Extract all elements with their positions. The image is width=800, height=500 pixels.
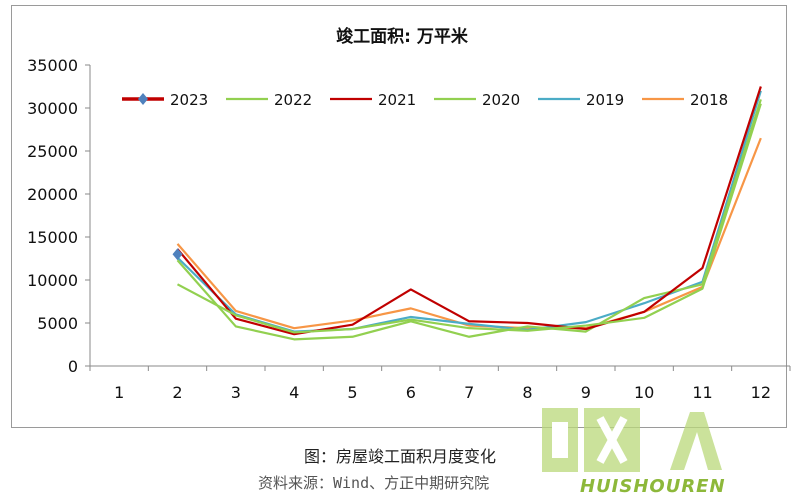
x-tick-label: 9 bbox=[581, 383, 591, 402]
x-tick-label: 5 bbox=[347, 383, 357, 402]
x-tick-label: 8 bbox=[522, 383, 532, 402]
legend-item-2022: 2022 bbox=[226, 91, 312, 109]
chart-frame bbox=[11, 5, 787, 428]
y-tick-label: 20000 bbox=[27, 185, 78, 204]
x-tick-label: 12 bbox=[751, 383, 771, 402]
legend-label: 2021 bbox=[378, 91, 416, 109]
x-tick-label: 7 bbox=[464, 383, 474, 402]
legend-label: 2023 bbox=[170, 91, 208, 109]
legend-label: 2018 bbox=[690, 91, 728, 109]
series-line-2022 bbox=[176, 103, 762, 334]
legend-item-2020: 2020 bbox=[434, 91, 520, 109]
series-line-2018 bbox=[176, 137, 762, 330]
y-tick-label: 35000 bbox=[27, 56, 78, 75]
series-line-2019 bbox=[176, 90, 762, 333]
series-layer bbox=[172, 86, 762, 341]
series-2023 bbox=[172, 248, 183, 261]
legend-marker bbox=[138, 93, 148, 105]
legend-label: 2020 bbox=[482, 91, 520, 109]
data-point-2023 bbox=[172, 248, 183, 261]
series-2019 bbox=[176, 90, 762, 333]
y-tick-label: 25000 bbox=[27, 142, 78, 161]
watermark-logo bbox=[542, 408, 722, 472]
legend-label: 2019 bbox=[586, 91, 624, 109]
legend-item-2018: 2018 bbox=[642, 91, 728, 109]
legend: 2023 2022 2021 2020 2019 2018 bbox=[122, 91, 728, 109]
series-2022 bbox=[176, 103, 762, 334]
x-tick-label: 10 bbox=[634, 383, 654, 402]
x-tick-label: 1 bbox=[114, 383, 124, 402]
series-line-2020 bbox=[176, 99, 762, 341]
legend-label: 2022 bbox=[274, 91, 312, 109]
figure-caption: 图：房屋竣工面积月度变化 bbox=[303, 447, 496, 466]
y-tick-label: 0 bbox=[68, 357, 78, 376]
series-2021 bbox=[176, 86, 762, 336]
series-2018 bbox=[176, 137, 762, 330]
x-tick-label: 6 bbox=[406, 383, 416, 402]
line-chart: 竣工面积: 万平米 0 5000 10000 15000 20000 25000 30000… bbox=[27, 26, 791, 402]
y-tick-label: 15000 bbox=[27, 228, 78, 247]
y-tick-label: 5000 bbox=[37, 314, 78, 333]
x-tick-label: 11 bbox=[692, 383, 712, 402]
x-tick-label: 2 bbox=[172, 383, 182, 402]
source-note: 资料来源：Wind、方正中期研究院 bbox=[258, 474, 490, 492]
y-tick-label: 30000 bbox=[27, 99, 78, 118]
legend-item-2023: 2023 bbox=[122, 91, 208, 109]
legend-item-2019: 2019 bbox=[538, 91, 624, 109]
x-tick-label: 4 bbox=[289, 383, 299, 402]
x-tick-label: 3 bbox=[231, 383, 241, 402]
chart-title: 竣工面积: 万平米 bbox=[336, 26, 469, 47]
series-line-2021 bbox=[176, 86, 762, 336]
legend-item-2021: 2021 bbox=[330, 91, 416, 109]
watermark-text: HUISHOUREN bbox=[580, 476, 726, 497]
series-2020 bbox=[176, 99, 762, 341]
y-tick-label: 10000 bbox=[27, 271, 78, 290]
